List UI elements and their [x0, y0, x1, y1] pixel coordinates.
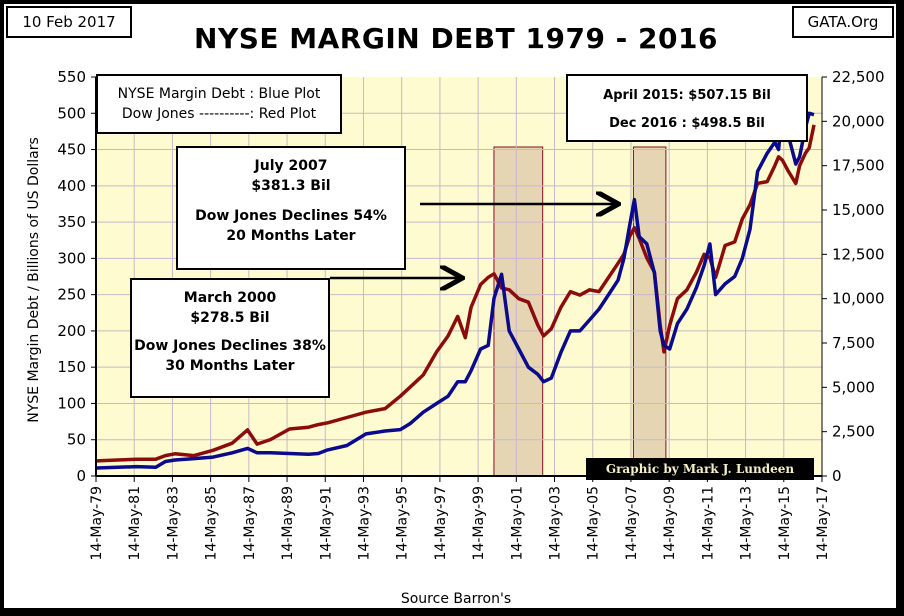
y-tick-label: 400: [57, 177, 86, 195]
y-tick-label: 250: [57, 286, 86, 304]
x-tick-label: 14-May-81: [127, 486, 143, 560]
y-axis-label: NYSE Margin Debt / Billions of US Dollar…: [26, 137, 42, 423]
chart-frame: 0 50 100 150 200 250 300 350 400 450 500 550 0 2,500 5…: [2, 2, 898, 610]
y-tick-label: 0: [76, 467, 86, 485]
annotation-2007-line2: $381.3 Bil: [251, 178, 331, 194]
y-tick-label: 300: [57, 249, 86, 267]
credit-banner: Graphic by Mark J. Lundeen: [586, 458, 814, 480]
annotation-2015-line2: Dec 2016 : $498.5 Bil: [609, 116, 765, 131]
x-tick-label: 14-May-05: [586, 486, 602, 560]
x-tick-label: 14-May-13: [739, 486, 755, 560]
x-tick-label: 14-May-99: [471, 486, 487, 560]
annotation-2007-line1: July 2007: [254, 158, 328, 174]
y-tick-label: 200: [57, 322, 86, 340]
x-tick-label: 14-May-79: [89, 486, 105, 560]
y-tick-label: 350: [57, 213, 86, 231]
legend-box: NYSE Margin Debt : Blue Plot Dow Jones -…: [96, 74, 342, 134]
y-tick-label: 50: [67, 431, 86, 449]
chart-title: NYSE MARGIN DEBT 1979 - 2016: [194, 22, 718, 55]
annotation-2000-line2: $278.5 Bil: [190, 310, 270, 326]
x-tick-label: 14-May-09: [662, 486, 678, 560]
x-tick-label: 14-May-03: [548, 486, 564, 560]
x-tick-label: 14-May-91: [318, 486, 334, 560]
shaded-period-1: [632, 146, 667, 477]
y2-tick-label: 10,000: [832, 290, 885, 308]
date-stamp: 10 Feb 2017: [6, 6, 132, 38]
y-tick-label: 450: [57, 141, 86, 159]
x-tick-label: 14-May-01: [509, 486, 525, 560]
x-axis-label: Source Barron's: [400, 591, 512, 607]
x-tick-label: 14-May-07: [624, 486, 640, 560]
margin-debt-line: [96, 106, 815, 470]
x-tick-label: 14-May-93: [356, 486, 372, 560]
chart-canvas: 0 50 100 150 200 250 300 350 400 450 500 550 0 2,500 5…: [57, 68, 885, 560]
x-tick-label: 14-May-17: [815, 486, 831, 560]
y2-tick-label: 7,500: [832, 334, 875, 352]
x-tick-label: 14-May-87: [242, 486, 258, 560]
annotation-2015-line1: April 2015: $507.15 Bil: [603, 88, 771, 103]
y-tick-label: 500: [57, 104, 86, 122]
annotation-2007-peak: July 2007 $381.3 Bil Dow Jones Declines …: [176, 146, 406, 270]
y2-tick-label: 15,000: [832, 201, 885, 219]
site-label: GATA.Org: [792, 6, 894, 38]
annotation-2015-peak: April 2015: $507.15 Bil Dec 2016 : $498.…: [566, 74, 808, 142]
shaded-period-0: [493, 146, 544, 477]
y-tick-label: 150: [57, 358, 86, 376]
y2-tick-label: 2,500: [832, 423, 875, 441]
annotation-2007-line4: 20 Months Later: [226, 228, 356, 244]
x-tick-label: 14-May-11: [700, 486, 716, 560]
x-tick-label: 14-May-89: [280, 486, 296, 560]
y-tick-label: 550: [57, 68, 86, 86]
x-tick-label: 14-May-85: [204, 486, 220, 560]
y2-tick-label: 0: [832, 467, 842, 485]
annotation-2000-line4: 30 Months Later: [165, 358, 295, 374]
annotation-2000-line1: March 2000: [183, 290, 277, 306]
x-tick-label: 14-May-15: [777, 486, 793, 560]
legend-entry-dow-jones: Dow Jones ----------: Red Plot: [121, 106, 317, 122]
y2-tick-label: 17,500: [832, 157, 885, 175]
annotation-2000-line3: Dow Jones Declines 38%: [134, 338, 326, 354]
dow-jones-line: [96, 124, 816, 463]
x-tick-label: 14-May-97: [433, 486, 449, 560]
y-tick-label: 100: [57, 394, 86, 412]
x-tick-label: 14-May-83: [165, 486, 181, 560]
y2-tick-label: 22,500: [832, 68, 885, 86]
x-tick-label: 14-May-95: [395, 486, 411, 560]
annotation-2007-line3: Dow Jones Declines 54%: [195, 208, 387, 224]
y2-tick-label: 5,000: [832, 378, 875, 396]
annotation-2000-peak: March 2000 $278.5 Bil Dow Jones Declines…: [130, 278, 330, 398]
y2-tick-label: 20,000: [832, 112, 885, 130]
legend-entry-margin-debt: NYSE Margin Debt : Blue Plot: [117, 86, 321, 102]
y2-tick-label: 12,500: [832, 245, 885, 263]
